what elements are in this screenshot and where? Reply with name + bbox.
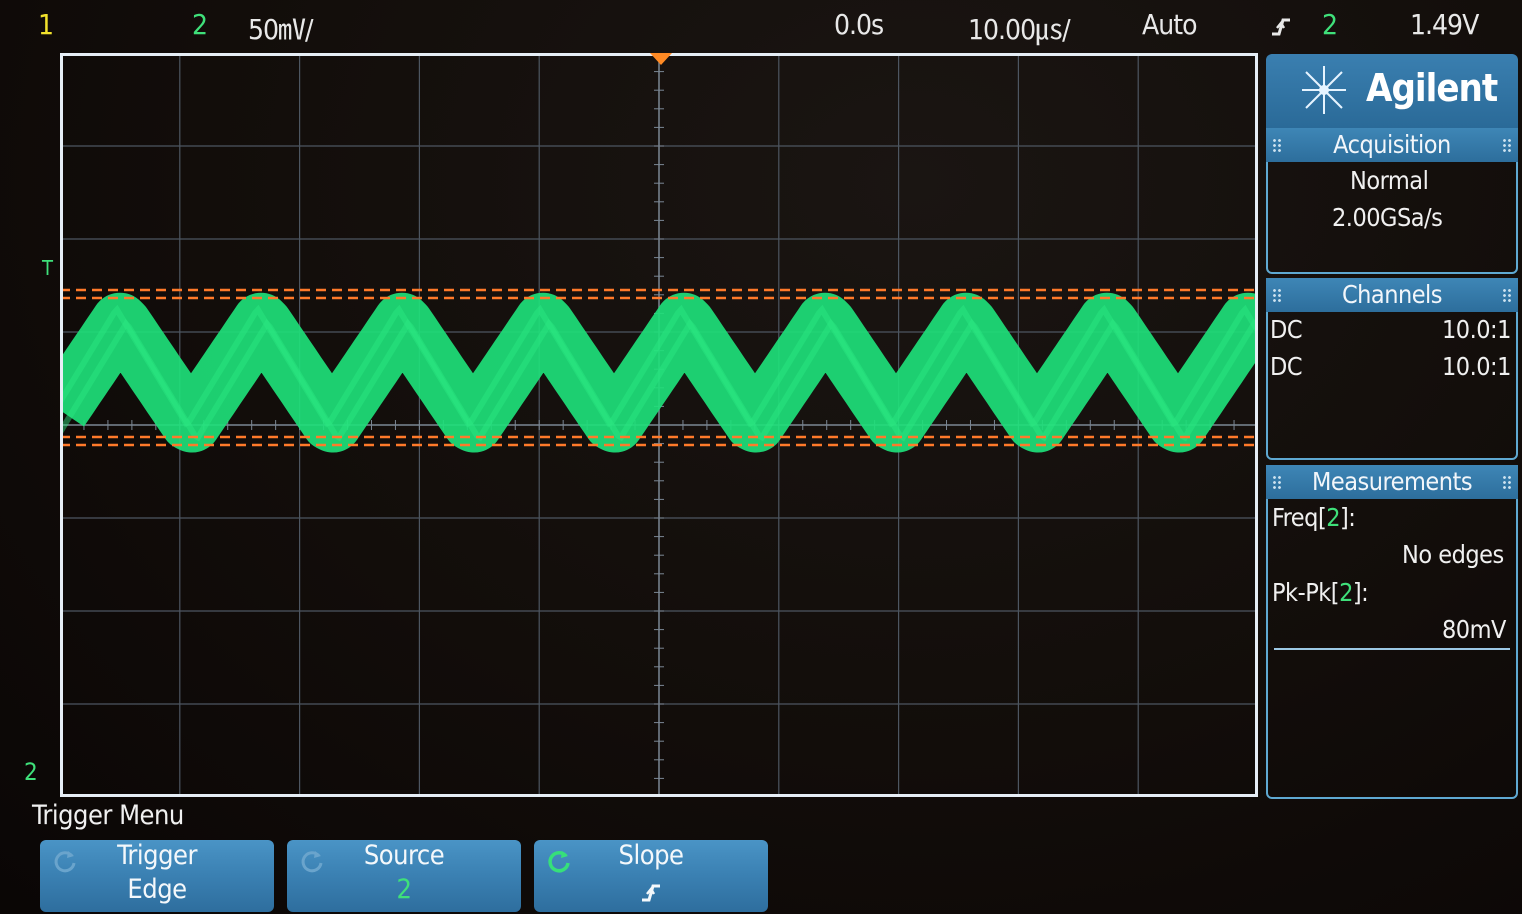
trigger-level-marker[interactable]: T: [42, 256, 53, 280]
sample-rate: 2.00GSa/s: [1332, 203, 1443, 232]
softkey-label: Slope: [618, 840, 684, 871]
trigger-type-softkey[interactable]: Trigger Edge: [40, 840, 274, 912]
agilent-spark-icon: [1302, 66, 1346, 114]
knob-rotate-icon: [301, 851, 323, 873]
softkey-value: 2: [396, 874, 412, 905]
trigger-source-softkey[interactable]: Source 2: [287, 840, 521, 912]
trigger-level: 1.49V: [1410, 8, 1479, 41]
graticule-frame: [60, 53, 1258, 797]
measurement-divider: [1274, 648, 1510, 650]
measurements-header: Measurements: [1266, 465, 1518, 499]
trigger-position-marker[interactable]: [650, 53, 672, 65]
channel-1-indicator[interactable]: 1: [38, 8, 54, 41]
measurement-pkpk-value: 80mV: [1442, 615, 1506, 644]
measurement-pkpk-label: Pk-Pk[2]:: [1272, 578, 1369, 607]
channel-1-probe: 10.0:1: [1442, 315, 1511, 344]
channel-2-probe: 10.0:1: [1442, 352, 1511, 381]
trigger-source: 2: [1322, 8, 1338, 41]
trigger-slope-softkey[interactable]: Slope: [534, 840, 768, 912]
measurement-freq-value: No edges: [1402, 540, 1504, 569]
rising-edge-icon: [642, 884, 660, 902]
knob-rotate-icon: [548, 851, 570, 873]
rising-edge-icon: [1272, 18, 1290, 36]
measurements-title: Measurements: [1311, 467, 1473, 496]
cursor-lines: [60, 288, 1258, 447]
acquisition-header: Acquisition: [1266, 128, 1518, 162]
channel-2-indicator[interactable]: 2: [192, 8, 208, 41]
channels-header: Channels: [1266, 278, 1518, 312]
channel-2-trace: [60, 292, 1258, 453]
acquisition-mode: Normal: [1350, 166, 1429, 195]
channel-2-ground-marker[interactable]: 2: [24, 758, 38, 786]
vertical-scale: 50㎷/: [248, 13, 314, 46]
acquisition-title: Acquisition: [1333, 130, 1451, 159]
time-scale: 10.00㎲/: [968, 13, 1071, 46]
knob-rotate-icon: [54, 851, 76, 873]
measurement-freq-label: Freq[2]:: [1272, 503, 1356, 532]
trigger-mode: Auto: [1142, 8, 1197, 41]
softkey-value: Edge: [127, 874, 187, 905]
brand-logo: Agilent: [1366, 66, 1498, 110]
menu-title: Trigger Menu: [32, 800, 184, 831]
softkey-label: Trigger: [117, 840, 197, 871]
channels-title: Channels: [1341, 280, 1443, 309]
time-offset: 0.0s: [834, 8, 884, 41]
channel-1-coupling: DC: [1270, 315, 1303, 344]
softkey-label: Source: [363, 840, 445, 871]
channel-2-coupling: DC: [1270, 352, 1303, 381]
waveform-display[interactable]: [60, 53, 1258, 797]
